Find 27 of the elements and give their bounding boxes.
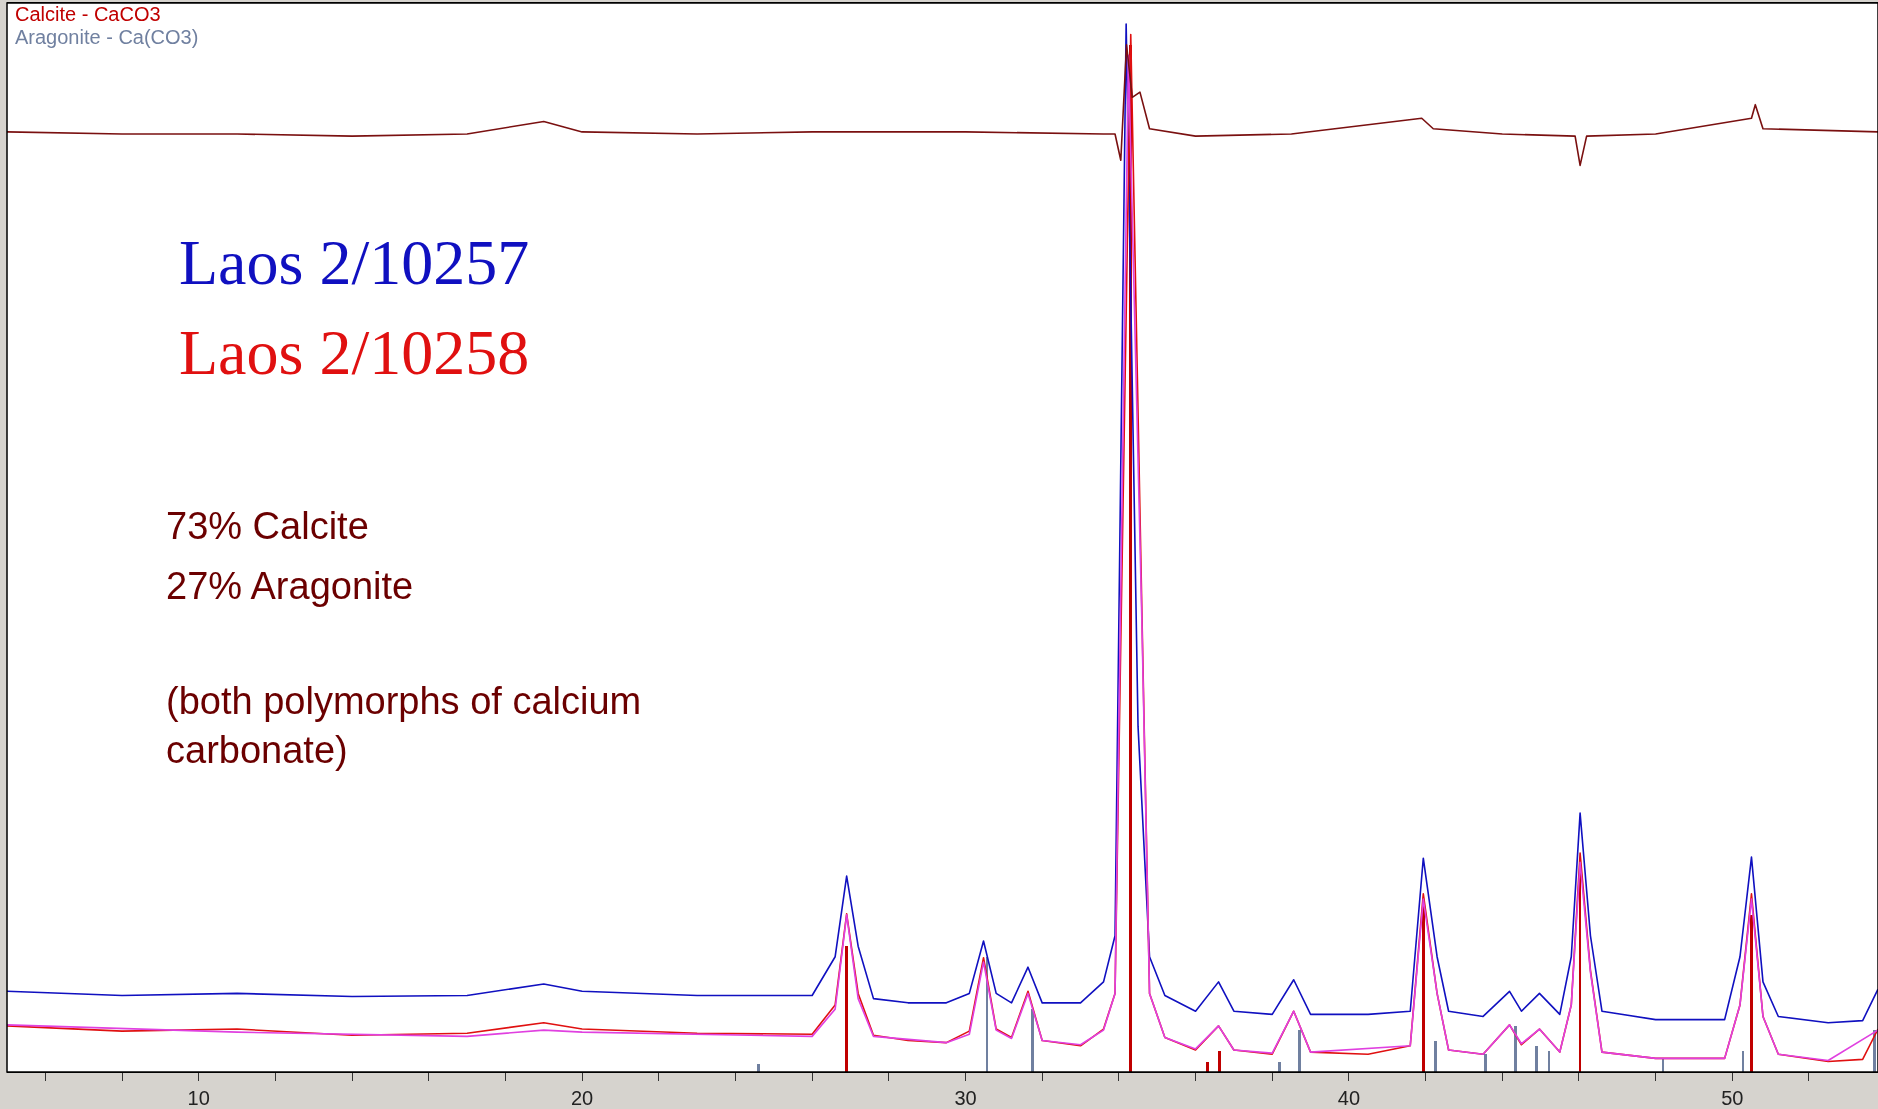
x-tick-label: 50 bbox=[1721, 1087, 1744, 1109]
bar bbox=[1484, 1054, 1487, 1072]
bar bbox=[1548, 1051, 1550, 1072]
text: Calcite - CaCO3 bbox=[15, 3, 161, 25]
text: Laos 2/10257 bbox=[179, 227, 530, 298]
text: Laos 2/10258 bbox=[179, 317, 530, 388]
bar bbox=[845, 946, 848, 1072]
bar bbox=[1218, 1051, 1221, 1072]
x-tick-label: 40 bbox=[1337, 1087, 1361, 1109]
x-tick-label: 20 bbox=[570, 1087, 594, 1109]
annotation: 27% Aragonite bbox=[166, 565, 414, 607]
bar bbox=[1298, 1030, 1301, 1072]
annotation: 73% Calcite bbox=[166, 505, 369, 547]
text: Aragonite - Ca(CO3) bbox=[15, 26, 199, 48]
bar bbox=[1278, 1062, 1281, 1072]
bar bbox=[1031, 1009, 1034, 1072]
bar bbox=[1514, 1026, 1517, 1072]
bar bbox=[1579, 873, 1581, 1072]
bar bbox=[1434, 1041, 1437, 1072]
x-tick-label: 30 bbox=[954, 1087, 977, 1109]
annotation: (both polymorphs of calcium carbonate) bbox=[166, 680, 642, 772]
bar bbox=[1206, 1062, 1209, 1072]
bar bbox=[1422, 904, 1425, 1072]
bar bbox=[1750, 915, 1753, 1072]
bar bbox=[1535, 1046, 1538, 1072]
bar bbox=[1742, 1051, 1744, 1072]
x-tick-label: 10 bbox=[187, 1087, 210, 1109]
